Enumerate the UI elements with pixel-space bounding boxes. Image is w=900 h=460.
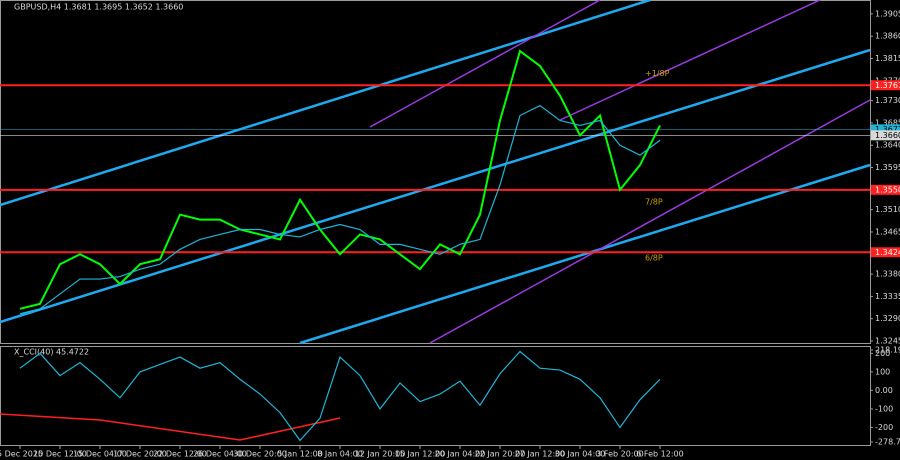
y-tick-label: 1.3335: [875, 292, 900, 301]
y-tick-label: 1.3730: [875, 96, 900, 105]
y-tick-label: -100: [875, 404, 893, 413]
x-tick-label: 30 Dec 20:00: [233, 450, 287, 459]
trend-lines: [0, 0, 871, 345]
y-tick-label: 100: [875, 367, 890, 376]
x-tick-label: 26 Dec 04:00: [193, 450, 247, 459]
level-label-bg: [871, 184, 900, 195]
price-label-bg: [871, 124, 900, 135]
x-tick-label: 12 Jan 20:00: [355, 450, 406, 459]
price-label: 1.3672: [875, 125, 900, 134]
x-tick-label: 10 Dec 12:00: [33, 450, 87, 459]
x-tick-label: 22 Jan 20:00: [475, 450, 526, 459]
y-tick-label: 1.3640: [875, 141, 900, 150]
y-tick-label: 1.3380: [875, 270, 900, 279]
series-line: [19, 104, 661, 315]
x-tick-label: 17 Dec 20:00: [113, 450, 167, 459]
y-tick-label: 1.3860: [875, 32, 900, 41]
x-tick-label: 3 Feb 20:00: [596, 450, 643, 459]
level-label-bg: [871, 247, 900, 258]
y-tick-label: 0.00: [875, 386, 893, 395]
y-tick-label: -200: [875, 423, 893, 432]
y-tick-label: 1.3510: [875, 205, 900, 214]
chart-title: GBPUSD,H4 1.3681 1.3695 1.3652 1.3660: [14, 3, 183, 12]
y-tick-label: 1.3290: [875, 314, 900, 323]
x-tick-label: 5 Jan 12:00: [277, 450, 323, 459]
x-tick-label: 5 Dec 2025: [0, 450, 43, 459]
y-tick-label: 1.3465: [875, 227, 900, 236]
y-tick-label: 200: [875, 349, 890, 358]
level-label: 1.3424: [875, 248, 900, 257]
level-label-bg: [871, 80, 900, 91]
price-label: 1.3660: [875, 131, 900, 140]
x-tick-label: 15 Jan 12:00: [395, 450, 446, 459]
main-frame: [0, 0, 871, 344]
y-tick-label: 1.3905: [875, 9, 900, 18]
price-label-bg: [871, 130, 900, 141]
x-tick-label: 15 Dec 04:00: [73, 450, 127, 459]
cci-frame: [0, 346, 871, 446]
level-label: 1.3550: [875, 185, 900, 194]
annotation: 6/8P: [645, 254, 663, 263]
y-tick-label: 218.1904: [875, 346, 900, 355]
x-tick-label: 30 Jan 04:00: [555, 450, 606, 459]
y-tick-label: -278.742: [875, 438, 900, 447]
y-tick-label: 1.3815: [875, 54, 900, 63]
y-tick-label: 1.3595: [875, 163, 900, 172]
x-tick-label: 27 Jan 12:00: [515, 450, 566, 459]
annotation: 7/8P: [645, 198, 663, 207]
cci-divergence: [0, 413, 341, 441]
x-tick-label: 6 Feb 12:00: [636, 450, 683, 459]
annotation: +1/8P: [645, 69, 670, 78]
series-line: [19, 49, 661, 310]
cci-title: X_CCI(40) 45.4722: [14, 348, 89, 357]
x-tick-label: 8 Jan 04:00: [317, 450, 363, 459]
y-tick-label: 1.3245: [875, 337, 900, 346]
series-line: [19, 350, 661, 442]
y-tick-label: 1.3685: [875, 118, 900, 127]
x-tick-label: 20 Jan 04:00: [435, 450, 486, 459]
x-tick-label: 22 Dec 12:00: [153, 450, 207, 459]
